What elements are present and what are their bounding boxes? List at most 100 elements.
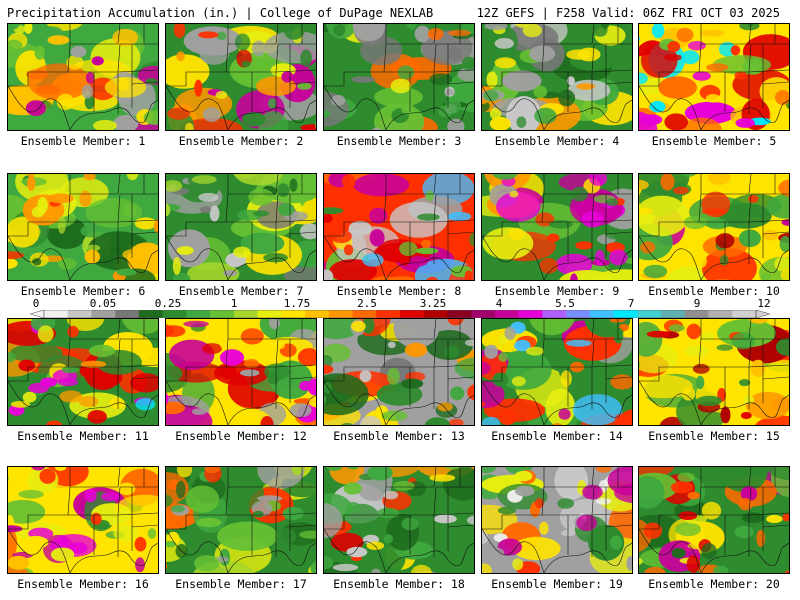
precip-field (324, 174, 474, 280)
precip-blob (706, 218, 729, 230)
precip-blob (448, 46, 463, 61)
precip-blob (447, 211, 472, 222)
precip-blob (370, 568, 382, 573)
state-border (166, 24, 229, 87)
state-border (8, 528, 71, 573)
precip-blob (748, 319, 769, 324)
member-label: Ensemble Member: 8 (336, 284, 462, 298)
precip-blob (738, 498, 754, 511)
precip-blob (383, 490, 399, 500)
precip-blob (664, 54, 683, 61)
state-border (166, 528, 229, 573)
precip-blob (260, 416, 274, 425)
precip-field (8, 174, 158, 280)
ensemble-map-11 (7, 318, 159, 426)
state-border (131, 524, 158, 528)
precip-blob (692, 363, 710, 374)
ensemble-map-18 (323, 466, 475, 574)
precip-blob (639, 476, 665, 509)
precip-blob (379, 264, 402, 272)
precip-blob (685, 345, 710, 357)
precip-blob (720, 406, 731, 424)
precip-blob (22, 391, 37, 403)
precip-blob (8, 499, 46, 524)
precip-blob (482, 227, 534, 260)
precip-blob (45, 420, 63, 425)
precip-blob (424, 417, 451, 425)
precip-blob (731, 332, 755, 350)
precip-blob (639, 397, 647, 404)
member-label: Ensemble Member: 10 (648, 284, 780, 298)
precip-blob (464, 270, 473, 280)
precip-blob (397, 65, 415, 80)
precip-blob (696, 395, 722, 407)
state-border (447, 231, 474, 235)
precip-field (166, 174, 316, 280)
precip-blob (282, 506, 304, 520)
precip-field (166, 467, 316, 573)
precip-blob (565, 339, 592, 347)
precip-blob (299, 530, 316, 539)
precip-blob (410, 564, 433, 573)
member-label: Ensemble Member: 20 (648, 577, 780, 591)
precip-blob (740, 412, 752, 419)
precip-blob (80, 224, 105, 238)
state-border (228, 24, 279, 45)
precip-blob (277, 553, 302, 570)
precip-blob (252, 40, 266, 57)
precip-blob (233, 246, 251, 258)
precip-blob (170, 504, 185, 513)
colorbar-segment (613, 310, 638, 318)
precip-blob (10, 400, 31, 408)
precip-blob (639, 72, 648, 85)
precip-blob (362, 253, 384, 267)
precip-blob (205, 42, 229, 50)
state-border (69, 394, 158, 425)
precip-blob (429, 474, 456, 482)
precip-blob (122, 204, 137, 217)
precip-field (482, 467, 632, 573)
precip-blob (492, 174, 518, 180)
precip-blob (615, 198, 625, 206)
state-border (701, 319, 752, 340)
state-border (762, 524, 789, 528)
precip-blob (719, 467, 768, 492)
ensemble-map-4 (481, 23, 633, 131)
precip-blob (408, 256, 429, 267)
precip-blob (429, 73, 453, 86)
precip-blob (166, 401, 186, 415)
precip-blob (582, 484, 603, 500)
precip-blob (360, 36, 403, 66)
precip-blob (202, 107, 221, 122)
precip-blob (65, 109, 79, 123)
precip-blob (47, 35, 70, 45)
precip-blob (393, 319, 440, 349)
precip-blob (576, 83, 596, 90)
precip-blob (639, 557, 643, 565)
precip-blob (482, 416, 500, 425)
precip-blob (668, 324, 685, 332)
precip-blob (555, 253, 593, 276)
state-border (8, 85, 71, 130)
colorbar-segment (376, 310, 401, 318)
precip-blob (762, 230, 779, 241)
precip-blob (700, 469, 714, 482)
ensemble-map-20 (638, 466, 790, 574)
precip-blob (351, 76, 375, 83)
state-border (605, 231, 632, 235)
precip-blob (8, 555, 30, 570)
precip-blob (772, 374, 789, 384)
colorbar-tick-label: 9 (693, 297, 701, 310)
ensemble-map-3 (323, 23, 475, 131)
colorbar-segment (732, 310, 757, 318)
state-border (324, 235, 387, 280)
precip-field (482, 319, 632, 425)
state-border (8, 380, 71, 425)
precip-blob (235, 33, 251, 51)
state-border (228, 467, 279, 488)
precip-blob (289, 178, 298, 192)
precip-blob (560, 370, 572, 387)
precip-blob (411, 319, 423, 328)
member-label: Ensemble Member: 3 (336, 134, 462, 148)
precip-blob (392, 481, 415, 491)
